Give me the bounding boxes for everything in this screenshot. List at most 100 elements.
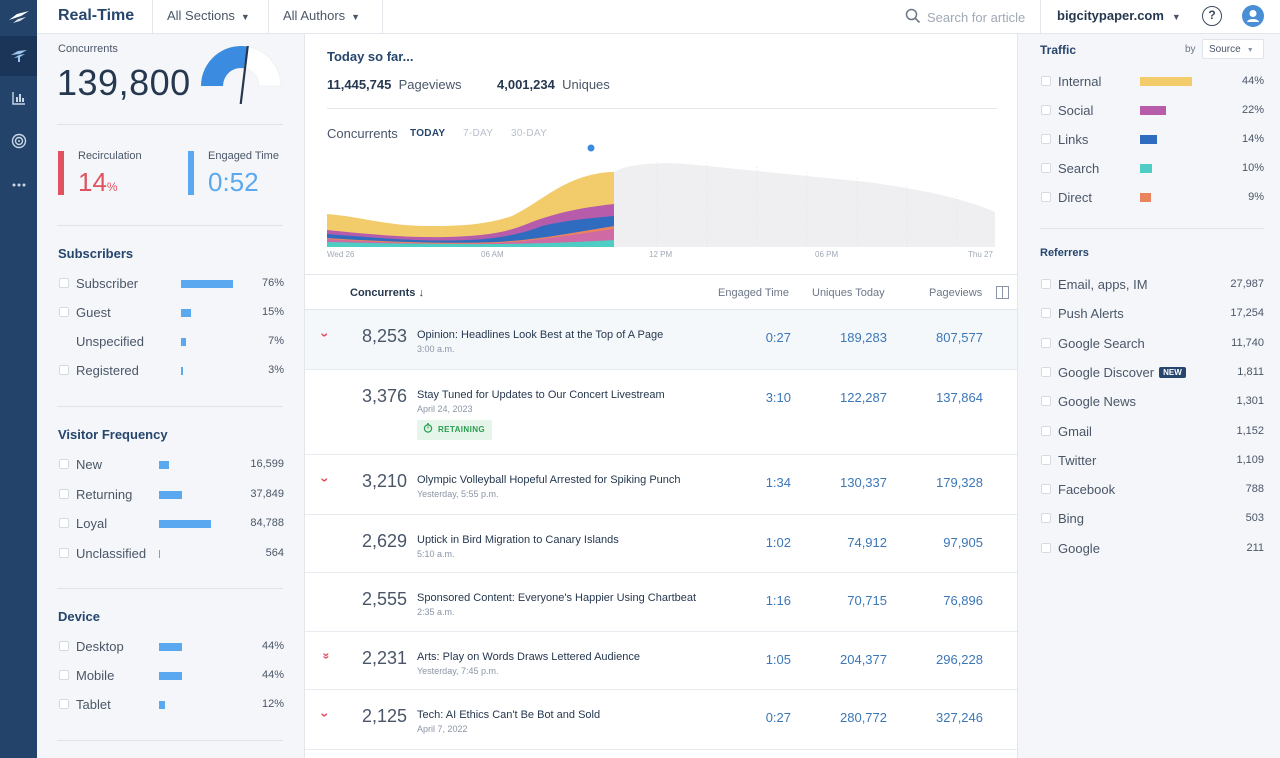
checkbox[interactable] — [1041, 105, 1051, 115]
referrer-item[interactable]: Google Search 11,740 — [1040, 334, 1264, 354]
list-item[interactable]: Unclassified 564 — [58, 544, 284, 564]
authors-dropdown[interactable]: All Authors ▼ — [283, 8, 360, 23]
checkbox[interactable] — [59, 699, 69, 709]
checkbox[interactable] — [59, 641, 69, 651]
avatar[interactable] — [1242, 5, 1264, 27]
list-item-bar — [159, 549, 160, 558]
traffic-item[interactable]: Social 22% — [1040, 101, 1264, 121]
article-title-link[interactable]: Tech: AI Ethics Can't Be Bot and Sold — [417, 709, 601, 721]
referrer-item-label: Google Search — [1058, 336, 1145, 351]
checkbox[interactable] — [59, 488, 69, 499]
col-concurrents[interactable]: Concurrents ↓ — [350, 287, 424, 299]
checkbox[interactable] — [59, 365, 69, 375]
checkbox[interactable] — [1041, 192, 1051, 202]
checkbox[interactable] — [59, 459, 69, 469]
target-icon[interactable] — [0, 121, 37, 161]
referrer-item[interactable]: Google News 1,301 — [1040, 392, 1264, 412]
checkbox[interactable] — [1041, 425, 1051, 436]
list-item[interactable]: Mobile 44% — [58, 666, 284, 686]
checkbox[interactable] — [1041, 542, 1051, 553]
checkbox[interactable] — [59, 278, 69, 288]
table-row[interactable]: 2,555 Sponsored Content: Everyone's Happi… — [305, 573, 1017, 632]
checkbox[interactable] — [1041, 513, 1051, 524]
chevron-down-icon[interactable]: › — [317, 712, 334, 718]
article-time: 2:35 a.m. — [417, 607, 455, 617]
referrer-item[interactable]: Bing 503 — [1040, 509, 1264, 529]
checkbox[interactable] — [1041, 337, 1051, 348]
referrer-item[interactable]: Twitter 1,109 — [1040, 451, 1264, 471]
chevron-down-icon[interactable]: › — [317, 332, 334, 338]
traffic-item[interactable]: Internal 44% — [1040, 72, 1264, 92]
realtime-nav-icon[interactable] — [0, 36, 37, 76]
list-item[interactable]: Guest 15% — [58, 303, 284, 323]
authors-dropdown-label: All Authors — [283, 8, 346, 23]
referrer-item[interactable]: Google 211 — [1040, 539, 1264, 559]
search-icon[interactable] — [905, 8, 921, 24]
site-dropdown[interactable]: bigcitypaper.com ▼ — [1057, 8, 1181, 23]
article-title-link[interactable]: Arts: Play on Words Draws Lettered Audie… — [417, 651, 640, 663]
checkbox[interactable] — [59, 547, 69, 558]
referrer-item[interactable]: Facebook 788 — [1040, 480, 1264, 500]
double-chevron-down-icon[interactable]: » — [319, 652, 334, 660]
search-input[interactable] — [927, 7, 1042, 27]
table-row[interactable]: 2,629 Uptick in Bird Migration to Canary … — [305, 515, 1017, 573]
list-item-value: 564 — [265, 546, 284, 559]
list-item[interactable]: Tablet 12% — [58, 695, 284, 715]
source-dropdown[interactable]: Source ▼ — [1202, 39, 1264, 59]
logo-icon[interactable] — [0, 0, 37, 34]
checkbox[interactable] — [59, 670, 69, 680]
checkbox[interactable] — [1041, 279, 1051, 289]
list-item[interactable]: Registered 3% — [58, 361, 284, 381]
chevron-down-icon[interactable]: › — [317, 477, 334, 483]
table-row[interactable]: › 3,210 Olympic Volleyball Hopeful Arreste… — [305, 455, 1017, 515]
checkbox[interactable] — [1041, 163, 1051, 173]
traffic-item[interactable]: Search 10% — [1040, 159, 1264, 179]
list-item[interactable]: Returning 37,849 — [58, 485, 284, 505]
divider — [1040, 228, 1264, 229]
list-item-bar — [159, 461, 169, 469]
columns-icon[interactable] — [996, 286, 1009, 299]
traffic-item[interactable]: Direct 9% — [1040, 188, 1264, 208]
traffic-item[interactable]: Links 14% — [1040, 130, 1264, 150]
list-item[interactable]: Subscriber 76% — [58, 274, 284, 294]
article-title-link[interactable]: Olympic Volleyball Hopeful Arrested for … — [417, 474, 681, 486]
article-title-link[interactable]: Stay Tuned for Updates to Our Concert Li… — [417, 389, 665, 401]
list-item[interactable]: Desktop 44% — [58, 637, 284, 657]
row-engaged-time: 0:27 — [765, 330, 791, 345]
help-button[interactable]: ? — [1202, 6, 1222, 26]
article-title-link[interactable]: Uptick in Bird Migration to Canary Islan… — [417, 534, 619, 546]
referrer-item[interactable]: Gmail 1,152 — [1040, 422, 1264, 442]
table-row[interactable]: › 2,125 Tech: AI Ethics Can't Be Bot and S… — [305, 690, 1017, 750]
tab-30-day[interactable]: 30-DAY — [511, 128, 548, 139]
divider — [57, 740, 283, 741]
checkbox[interactable] — [1041, 484, 1051, 495]
table-row[interactable]: › 8,253 Opinion: Headlines Look Best at th… — [305, 310, 1017, 370]
table-row[interactable]: » 2,231 Arts: Play on Words Draws Lettered… — [305, 632, 1017, 690]
checkbox[interactable] — [1041, 454, 1051, 465]
list-item[interactable]: New 16,599 — [58, 455, 284, 475]
article-title-link[interactable]: Sponsored Content: Everyone's Happier Us… — [417, 592, 697, 604]
list-item[interactable]: Unspecified 7% — [58, 332, 284, 352]
list-item[interactable]: Loyal 84,788 — [58, 514, 284, 534]
checkbox[interactable] — [59, 518, 69, 528]
checkbox[interactable] — [1041, 396, 1051, 407]
col-uniques-today[interactable]: Uniques Today — [812, 287, 885, 299]
more-icon[interactable] — [0, 165, 37, 205]
table-row[interactable]: 3,376 Stay Tuned for Updates to Our Conce… — [305, 370, 1017, 455]
checkbox[interactable] — [1041, 134, 1051, 144]
sections-dropdown[interactable]: All Sections ▼ — [167, 8, 250, 23]
checkbox[interactable] — [1041, 308, 1051, 319]
x-tick-0: Wed 26 — [327, 250, 355, 259]
referrer-item[interactable]: Email, apps, IM 27,987 — [1040, 275, 1264, 295]
tab-today[interactable]: TODAY — [410, 128, 446, 139]
tab-7-day[interactable]: 7-DAY — [463, 128, 494, 139]
referrer-item[interactable]: Push Alerts 17,254 — [1040, 304, 1264, 324]
col-engaged-time[interactable]: Engaged Time — [718, 287, 789, 299]
bar-chart-icon[interactable] — [0, 78, 37, 118]
checkbox[interactable] — [59, 307, 69, 317]
article-title-link[interactable]: Opinion: Headlines Look Best at the Top … — [417, 329, 664, 341]
col-pageviews[interactable]: Pageviews — [929, 287, 983, 299]
checkbox[interactable] — [1041, 76, 1051, 86]
referrer-item[interactable]: Google Discover NEW 1,811 — [1040, 363, 1264, 383]
checkbox[interactable] — [1041, 366, 1051, 377]
